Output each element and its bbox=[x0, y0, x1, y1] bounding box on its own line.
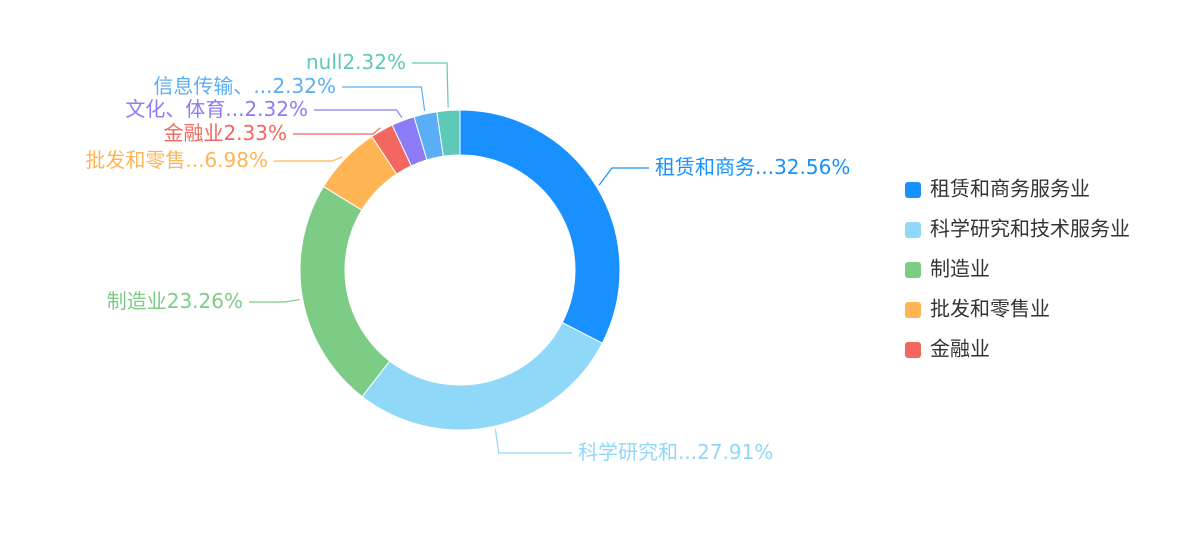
leader-line bbox=[249, 298, 300, 303]
slice-label: 批发和零售...6.98% bbox=[85, 148, 268, 172]
slice-label-name: 科学研究和... bbox=[578, 440, 697, 464]
slice-label: 科学研究和...27.91% bbox=[578, 440, 773, 464]
slice bbox=[361, 321, 603, 431]
slice-label-name: 信息传输、... bbox=[153, 74, 272, 98]
slice-label-name: 文化、体育... bbox=[125, 97, 244, 121]
leader-line bbox=[293, 127, 381, 135]
slice-value-label: 2.33% bbox=[223, 121, 287, 145]
slice-label: 租赁和商务...32.56% bbox=[655, 155, 850, 179]
slice-label-name: 租赁和商务... bbox=[655, 155, 774, 179]
slice-label: 金融业2.33% bbox=[163, 121, 287, 145]
slice-label: 制造业23.26% bbox=[107, 289, 243, 313]
legend-label: 租赁和商务服务业 bbox=[930, 177, 1090, 201]
leader-line bbox=[598, 167, 649, 186]
slice-value-label: 32.56% bbox=[774, 155, 850, 179]
slice-value-label: 2.32% bbox=[272, 74, 336, 98]
legend-swatch bbox=[905, 342, 921, 358]
slice bbox=[436, 109, 461, 157]
slice-label: 信息传输、...2.32% bbox=[153, 74, 336, 98]
slice-label-name: 制造业 bbox=[107, 289, 167, 313]
slice-label-name: 批发和零售... bbox=[85, 148, 204, 172]
slice-label: null2.32% bbox=[306, 50, 406, 74]
slice-value-label: 2.32% bbox=[244, 97, 308, 121]
legend-swatch bbox=[905, 302, 921, 318]
slice bbox=[459, 109, 621, 344]
slice bbox=[299, 185, 391, 398]
slice-label-name: null bbox=[306, 50, 342, 74]
slice-value-label: 27.91% bbox=[697, 440, 773, 464]
leader-line bbox=[342, 86, 426, 111]
legend-label: 金融业 bbox=[930, 337, 990, 361]
legend-label: 批发和零售业 bbox=[930, 297, 1050, 321]
slice-value-label: 6.98% bbox=[204, 148, 268, 172]
slice-label: 文化、体育...2.32% bbox=[125, 97, 308, 121]
leader-line bbox=[494, 429, 572, 454]
slice-label-name: 金融业 bbox=[163, 121, 223, 145]
legend-swatch bbox=[905, 182, 921, 198]
leader-line bbox=[412, 62, 449, 108]
legend-label: 制造业 bbox=[930, 257, 990, 281]
legend-swatch bbox=[905, 222, 921, 238]
leader-line bbox=[274, 156, 343, 162]
slice-value-label: 23.26% bbox=[167, 289, 243, 313]
leader-line bbox=[314, 109, 403, 119]
slice-value-label: 2.32% bbox=[342, 50, 406, 74]
legend-swatch bbox=[905, 262, 921, 278]
legend-label: 科学研究和技术服务业 bbox=[930, 217, 1130, 241]
